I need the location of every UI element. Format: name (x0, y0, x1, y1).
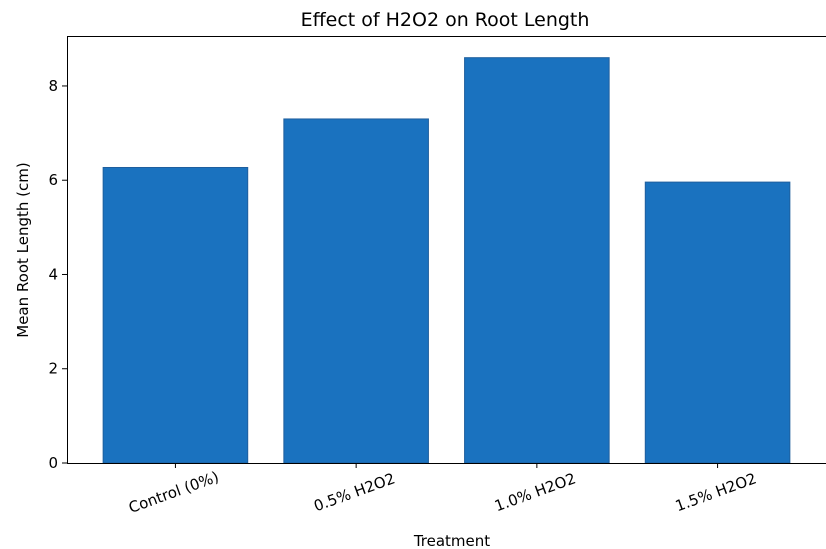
bars-group (102, 57, 791, 464)
y-tick-label-1: 2 (48, 360, 58, 378)
y-tick-label-2: 4 (48, 265, 58, 283)
x-axis-label: Treatment (413, 532, 490, 549)
y-axis-label: Mean Root Length (cm) (14, 162, 32, 337)
bar-3 (644, 181, 791, 464)
y-tick-label-4: 8 (48, 77, 58, 95)
x-tick-label-1: 0.5% H2O2 (311, 469, 397, 515)
bar-1 (283, 118, 429, 464)
x-tick-label-0: Control (0%) (126, 468, 221, 517)
chart-title: Effect of H2O2 on Root Length (301, 9, 590, 31)
bar-0 (102, 166, 249, 464)
x-tick-label-2: 1.0% H2O2 (492, 469, 578, 515)
axes-frame (67, 36, 826, 464)
x-tick-label-3: 1.5% H2O2 (673, 469, 759, 515)
bar-2 (464, 57, 610, 464)
y-tick-label-0: 0 (48, 454, 58, 472)
y-tick-label-3: 6 (48, 171, 58, 189)
